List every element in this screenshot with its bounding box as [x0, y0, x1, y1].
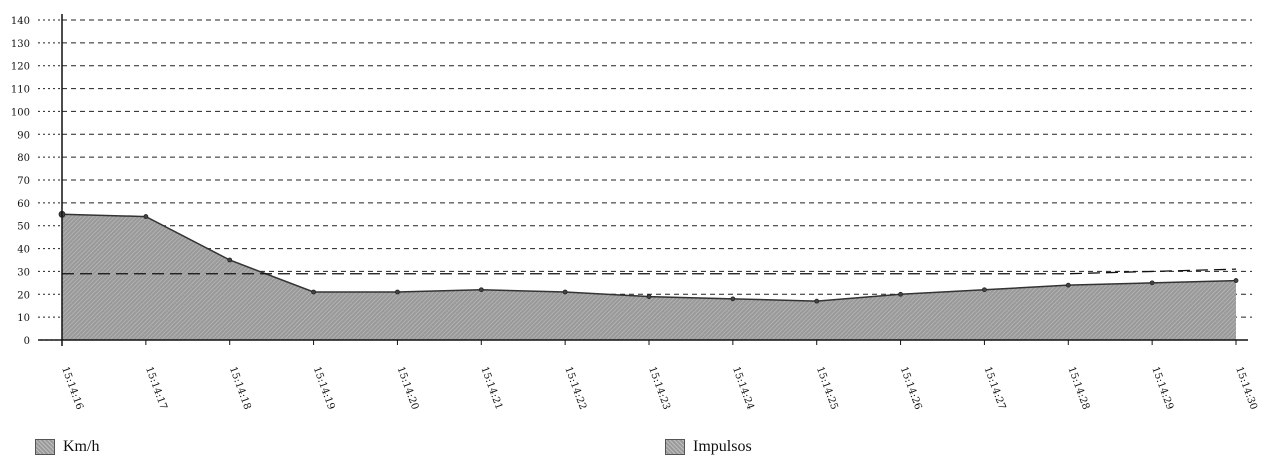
legend-item-kmh: Km/h [35, 438, 99, 456]
legend-swatch-impulsos [665, 439, 685, 455]
line-impulsos [62, 268, 1237, 275]
line-layer [58, 210, 1239, 304]
y-tick-label-100: 100 [11, 107, 30, 118]
legend-label-impulsos: Impulsos [693, 438, 752, 455]
point-kmh-3 [311, 289, 316, 295]
y-tick-label-40: 40 [17, 245, 30, 256]
y-tick-label-0: 0 [24, 336, 30, 347]
y-tick-label-140: 140 [11, 16, 30, 27]
y-tick-label-60: 60 [17, 199, 30, 210]
y-tick-label-90: 90 [17, 130, 30, 141]
axis-layer [38, 14, 1248, 346]
point-kmh-14 [1233, 278, 1239, 283]
point-kmh-13 [1149, 280, 1155, 286]
x-tick-label-10: 15:14:26 [898, 365, 924, 411]
x-tick-label-5: 15:14:21 [478, 365, 504, 411]
x-tick-label-0: 15:14:16 [59, 365, 85, 411]
x-tick-label-2: 15:14:18 [227, 365, 253, 411]
point-kmh-2 [227, 257, 233, 263]
x-tick-labels: 15:14:16 15:14:17 15:14:18 15:14:19 15:14:20… [59, 340, 1259, 411]
point-kmh-9 [814, 298, 820, 304]
y-tick-label-110: 110 [11, 85, 30, 96]
point-kmh-4 [395, 289, 400, 295]
legend-swatch-kmh [35, 439, 55, 455]
point-kmh-8 [730, 296, 736, 302]
point-kmh-12 [1065, 282, 1071, 288]
y-tick-label-50: 50 [17, 222, 30, 233]
area-layer [62, 214, 1236, 340]
x-tick-label-7: 15:14:23 [646, 365, 672, 411]
legend-item-impulsos: Impulsos [665, 438, 752, 456]
y-tick-label-20: 20 [17, 290, 30, 301]
point-kmh-7 [646, 294, 652, 299]
y-tick-label-80: 80 [17, 153, 30, 164]
x-tick-label-9: 15:14:25 [814, 365, 840, 411]
x-tick-label-13: 15:14:29 [1149, 365, 1175, 411]
point-kmh-5 [478, 287, 484, 293]
y-tick-label-10: 10 [17, 313, 30, 324]
x-tick-label-8: 15:14:24 [730, 365, 756, 411]
y-tick-label-120: 120 [11, 62, 30, 73]
y-tick-label-130: 130 [11, 39, 30, 50]
y-tick-label-30: 30 [17, 267, 30, 278]
x-tick-label-12: 15:14:28 [1065, 365, 1091, 411]
x-tick-label-4: 15:14:20 [395, 365, 421, 411]
point-kmh-11 [982, 287, 987, 293]
legend-label-kmh: Km/h [63, 438, 100, 455]
point-kmh-10 [898, 291, 903, 297]
x-tick-label-11: 15:14:27 [982, 365, 1008, 411]
point-kmh-1 [143, 214, 149, 219]
x-tick-label-1: 15:14:17 [143, 365, 169, 411]
point-kmh-6 [562, 289, 568, 295]
y-tick-labels: 0 10 20 30 40 50 60 70 80 90 100 110 120 130 140 [11, 16, 62, 347]
grid-layer [62, 19, 1252, 318]
x-tick-label-3: 15:14:19 [311, 365, 337, 411]
y-tick-label-70: 70 [17, 176, 30, 187]
x-tick-label-6: 15:14:22 [562, 365, 588, 411]
area-kmh [62, 214, 1236, 340]
x-tick-label-14: 15:14:30 [1233, 365, 1259, 411]
